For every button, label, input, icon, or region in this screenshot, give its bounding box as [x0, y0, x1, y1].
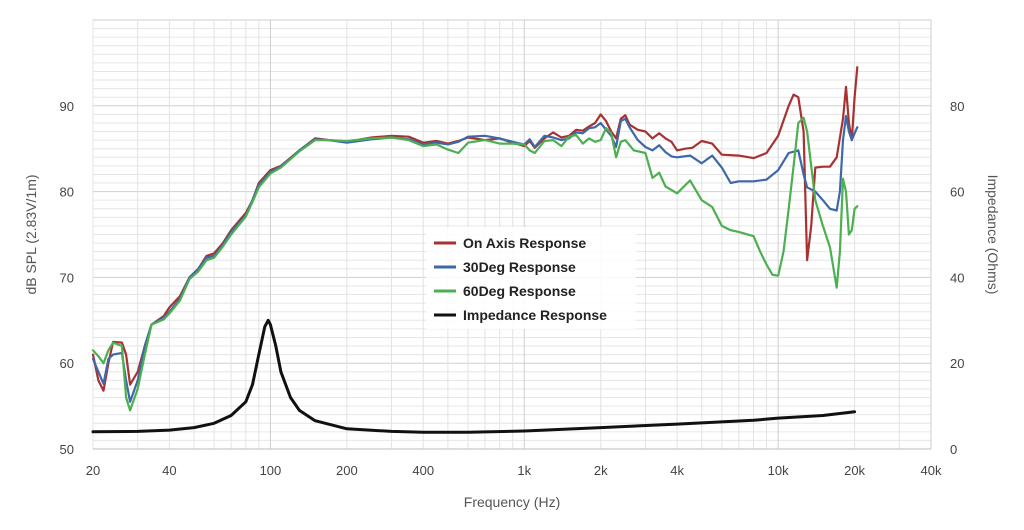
x-tick-label: 2k — [594, 463, 608, 478]
legend-label-impedance-response: Impedance Response — [463, 307, 607, 323]
x-tick-label: 400 — [412, 463, 434, 478]
x-tick-label: 1k — [517, 463, 531, 478]
y2-tick-label: 80 — [950, 99, 964, 114]
y2-tick-label: 40 — [950, 270, 964, 285]
series-line-30deg-response — [91, 115, 859, 403]
axes: 20 40 100 200 400 1k 2k 4k 10k 20k 40k 50 60 70 80 90 0 2… — [23, 99, 1001, 510]
x-tick-label: 100 — [260, 463, 282, 478]
y-tick-label: 60 — [60, 356, 74, 371]
x-tick-label: 200 — [336, 463, 358, 478]
legend-label-60deg-response: 60Deg Response — [463, 283, 576, 299]
legend-label-on-axis-response: On Axis Response — [463, 235, 586, 251]
y2-tick-label: 20 — [950, 356, 964, 371]
grid — [92, 19, 932, 450]
x-tick-label: 20k — [844, 463, 865, 478]
x-axis-title: Frequency (Hz) — [464, 494, 560, 510]
series-line-impedance-response — [91, 318, 857, 434]
x-tick-label: 40k — [921, 463, 942, 478]
legend: On Axis Response 30Deg Response 60Deg Resp… — [426, 227, 636, 329]
legend-label-30deg-response: 30Deg Response — [463, 259, 576, 275]
y-tick-label: 90 — [60, 99, 74, 114]
x-tick-label: 20 — [86, 463, 100, 478]
series-lines — [91, 66, 859, 434]
y2-axis-title: Impedance (Ohms) — [985, 175, 1001, 295]
y-tick-label: 50 — [60, 442, 74, 457]
series-line-60deg-response — [91, 116, 859, 412]
x-tick-label: 40 — [162, 463, 176, 478]
y-axis-title: dB SPL (2.83V/1m) — [23, 174, 39, 294]
y-tick-label: 70 — [60, 270, 74, 285]
x-tick-label: 10k — [768, 463, 789, 478]
x-tick-label: 4k — [670, 463, 684, 478]
y-tick-label: 80 — [60, 185, 74, 200]
y2-tick-label: 60 — [950, 185, 964, 200]
legend-background — [426, 227, 636, 329]
y2-tick-label: 0 — [950, 442, 957, 457]
